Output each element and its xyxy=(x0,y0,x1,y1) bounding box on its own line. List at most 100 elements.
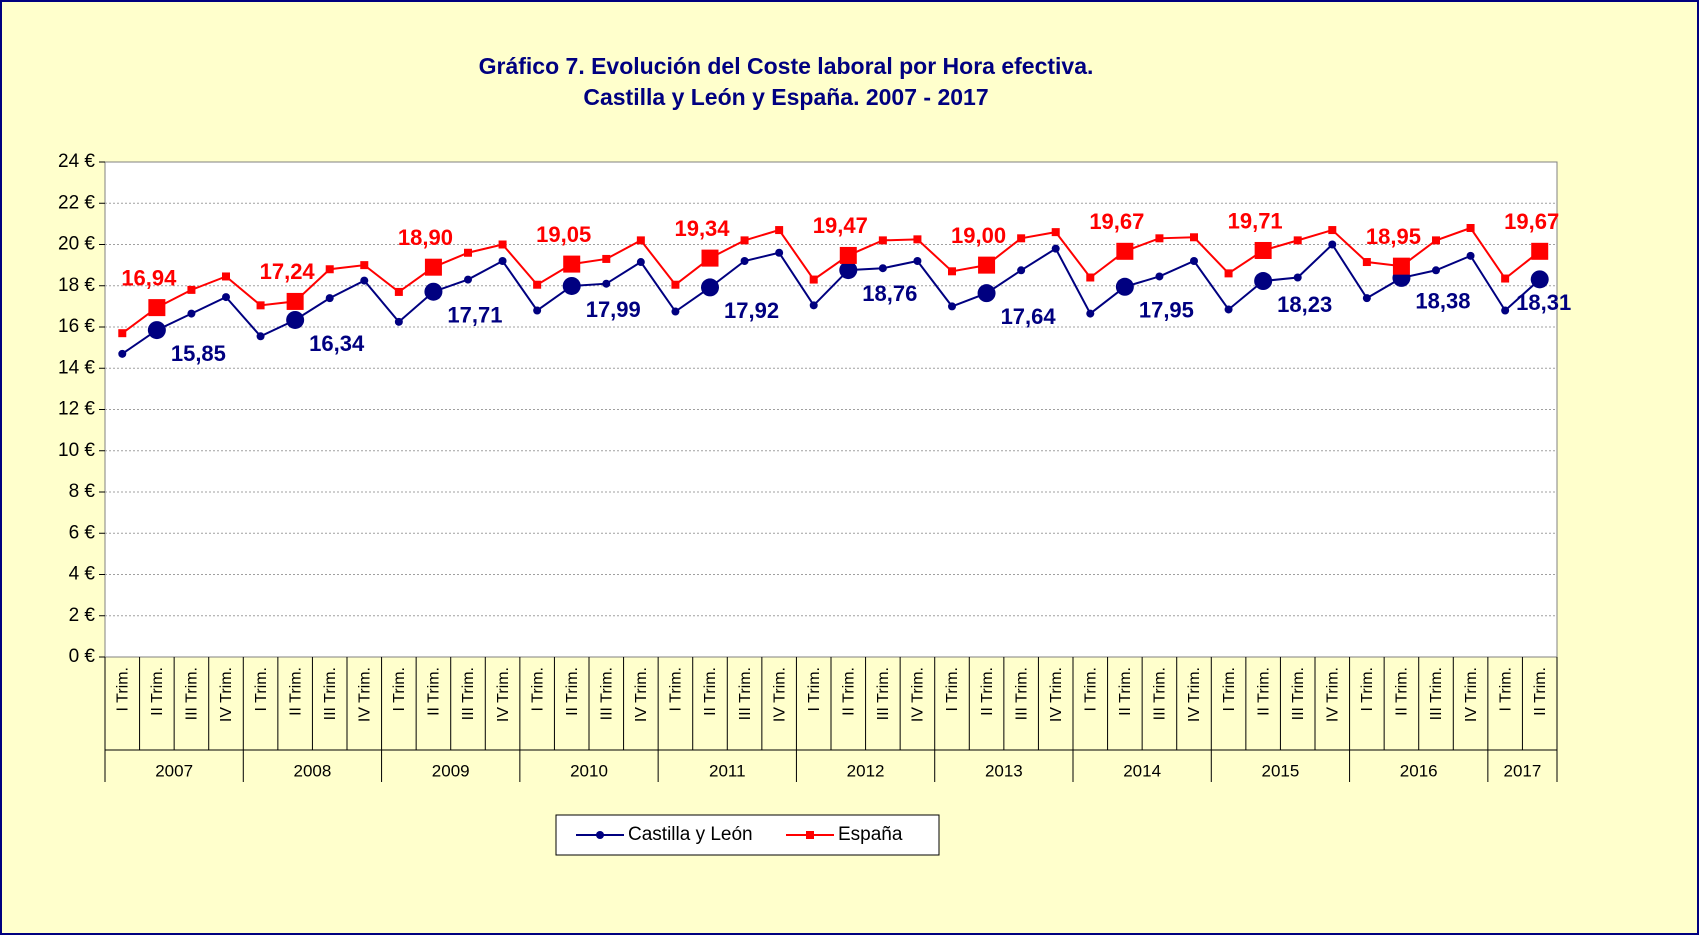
point-marker xyxy=(1530,270,1549,289)
point-marker xyxy=(775,226,784,235)
legend-label: Castilla y León xyxy=(628,824,753,845)
point-marker xyxy=(1224,305,1233,314)
data-label: 19,67 xyxy=(1089,209,1144,234)
point-marker xyxy=(1116,242,1134,260)
x-tick-label: I Trim. xyxy=(115,667,132,711)
data-label: 16,94 xyxy=(121,265,177,290)
x-tick-label: I Trim. xyxy=(1359,667,1376,711)
x-tick-label: III Trim. xyxy=(184,667,201,720)
point-marker xyxy=(187,285,196,294)
y-tick-label: 4 € xyxy=(69,564,96,585)
point-marker xyxy=(1155,234,1164,243)
y-tick-label: 24 € xyxy=(58,151,95,172)
x-tick-label: IV Trim. xyxy=(771,667,788,722)
point-marker xyxy=(1362,258,1371,267)
point-marker xyxy=(1293,273,1302,282)
point-marker xyxy=(878,264,887,273)
year-label: 2016 xyxy=(1400,761,1438,780)
point-marker xyxy=(1392,257,1410,275)
point-marker xyxy=(394,317,403,326)
point-marker xyxy=(1224,269,1233,278)
x-tick-label: III Trim. xyxy=(875,667,892,720)
point-marker xyxy=(977,284,996,303)
point-marker xyxy=(1190,233,1198,242)
point-marker xyxy=(1328,226,1337,235)
x-tick-label: III Trim. xyxy=(737,667,754,720)
data-label: 17,24 xyxy=(260,259,316,284)
point-marker xyxy=(636,236,645,245)
data-label: 17,64 xyxy=(1001,304,1057,329)
point-marker xyxy=(1017,234,1026,243)
point-marker xyxy=(602,279,611,288)
point-marker xyxy=(1362,294,1371,303)
year-label: 2010 xyxy=(570,761,608,780)
data-label: 19,00 xyxy=(951,223,1006,248)
point-marker xyxy=(118,349,127,358)
point-marker xyxy=(256,332,265,341)
year-label: 2009 xyxy=(432,761,470,780)
chart-subtitle: Castilla y León y España. 2007 - 2017 xyxy=(583,84,988,110)
data-label: 17,92 xyxy=(724,298,779,323)
data-label: 19,47 xyxy=(813,213,868,238)
point-marker xyxy=(1254,241,1272,259)
year-label: 2014 xyxy=(1123,761,1161,780)
point-marker xyxy=(360,261,369,270)
point-marker xyxy=(1051,244,1060,253)
x-tick-label: I Trim. xyxy=(944,667,961,711)
x-tick-label: III Trim. xyxy=(460,667,477,720)
legend-marker xyxy=(806,831,814,839)
point-marker xyxy=(913,235,922,244)
point-marker xyxy=(498,257,507,265)
point-marker xyxy=(464,248,472,257)
y-tick-label: 0 € xyxy=(69,646,96,667)
point-marker xyxy=(839,261,858,280)
point-marker xyxy=(147,321,166,340)
point-marker xyxy=(394,287,403,296)
y-tick-label: 20 € xyxy=(58,234,95,255)
data-label: 18,38 xyxy=(1415,289,1470,314)
x-tick-label: I Trim. xyxy=(668,667,685,711)
data-label: 19,71 xyxy=(1228,208,1283,233)
point-marker xyxy=(740,236,749,245)
year-label: 2015 xyxy=(1262,761,1300,780)
data-label: 19,67 xyxy=(1504,209,1559,234)
point-marker xyxy=(1531,242,1549,260)
y-tick-label: 16 € xyxy=(58,316,95,337)
point-marker xyxy=(671,307,680,316)
point-marker xyxy=(148,299,166,317)
x-tick-label: II Trim. xyxy=(426,667,443,716)
year-label: 2013 xyxy=(985,761,1023,780)
x-tick-label: I Trim. xyxy=(1497,667,1514,711)
point-marker xyxy=(1501,306,1510,315)
y-tick-label: 12 € xyxy=(58,399,95,420)
year-label: 2007 xyxy=(155,761,193,780)
x-tick-label: II Trim. xyxy=(149,667,166,716)
point-marker xyxy=(1051,228,1060,237)
legend-label: España xyxy=(838,824,903,845)
point-marker xyxy=(256,301,265,310)
point-marker xyxy=(948,302,956,311)
data-label: 17,99 xyxy=(586,297,641,322)
point-marker xyxy=(839,246,857,264)
x-tick-label: IV Trim. xyxy=(495,667,512,722)
point-marker xyxy=(286,310,305,329)
data-label: 19,05 xyxy=(536,222,591,247)
legend-marker xyxy=(596,831,604,839)
x-tick-label: III Trim. xyxy=(1152,667,1169,720)
point-marker xyxy=(1115,277,1134,296)
y-tick-label: 10 € xyxy=(58,440,95,461)
point-marker xyxy=(809,275,818,284)
point-marker xyxy=(533,280,542,289)
year-label: 2017 xyxy=(1504,761,1542,780)
x-tick-label: II Trim. xyxy=(287,667,304,716)
point-marker xyxy=(1086,309,1095,318)
x-tick-label: II Trim. xyxy=(1117,667,1134,716)
point-marker xyxy=(602,254,611,263)
point-marker xyxy=(701,278,719,297)
data-label: 17,95 xyxy=(1139,298,1194,323)
x-tick-label: I Trim. xyxy=(391,667,408,711)
data-label: 19,34 xyxy=(674,216,730,241)
point-marker xyxy=(1328,240,1337,249)
